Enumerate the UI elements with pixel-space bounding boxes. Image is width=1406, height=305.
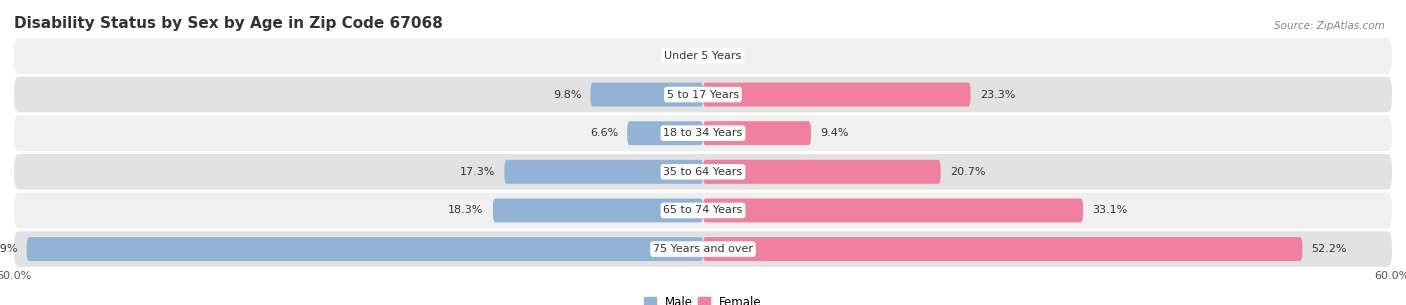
Text: Disability Status by Sex by Age in Zip Code 67068: Disability Status by Sex by Age in Zip C… bbox=[14, 16, 443, 31]
Text: 52.2%: 52.2% bbox=[1312, 244, 1347, 254]
Text: 58.9%: 58.9% bbox=[0, 244, 17, 254]
Text: 9.4%: 9.4% bbox=[820, 128, 849, 138]
Text: 18 to 34 Years: 18 to 34 Years bbox=[664, 128, 742, 138]
Text: 75 Years and over: 75 Years and over bbox=[652, 244, 754, 254]
FancyBboxPatch shape bbox=[14, 231, 1392, 267]
FancyBboxPatch shape bbox=[505, 160, 703, 184]
FancyBboxPatch shape bbox=[14, 193, 1392, 228]
FancyBboxPatch shape bbox=[703, 237, 1302, 261]
Text: 0.0%: 0.0% bbox=[713, 51, 741, 61]
Text: 33.1%: 33.1% bbox=[1092, 206, 1128, 215]
FancyBboxPatch shape bbox=[591, 83, 703, 106]
FancyBboxPatch shape bbox=[703, 83, 970, 106]
Text: Under 5 Years: Under 5 Years bbox=[665, 51, 741, 61]
FancyBboxPatch shape bbox=[14, 38, 1392, 74]
Text: 23.3%: 23.3% bbox=[980, 90, 1015, 99]
Text: Source: ZipAtlas.com: Source: ZipAtlas.com bbox=[1274, 21, 1385, 31]
Text: 17.3%: 17.3% bbox=[460, 167, 495, 177]
Text: 5 to 17 Years: 5 to 17 Years bbox=[666, 90, 740, 99]
FancyBboxPatch shape bbox=[703, 121, 811, 145]
FancyBboxPatch shape bbox=[14, 115, 1392, 151]
Text: 0.0%: 0.0% bbox=[665, 51, 693, 61]
Text: 9.8%: 9.8% bbox=[553, 90, 581, 99]
Text: 18.3%: 18.3% bbox=[449, 206, 484, 215]
FancyBboxPatch shape bbox=[703, 160, 941, 184]
Text: 6.6%: 6.6% bbox=[589, 128, 619, 138]
FancyBboxPatch shape bbox=[627, 121, 703, 145]
FancyBboxPatch shape bbox=[27, 237, 703, 261]
FancyBboxPatch shape bbox=[14, 77, 1392, 112]
Legend: Male, Female: Male, Female bbox=[640, 291, 766, 305]
Text: 20.7%: 20.7% bbox=[950, 167, 986, 177]
Text: 65 to 74 Years: 65 to 74 Years bbox=[664, 206, 742, 215]
FancyBboxPatch shape bbox=[703, 199, 1083, 222]
FancyBboxPatch shape bbox=[14, 154, 1392, 190]
Text: 35 to 64 Years: 35 to 64 Years bbox=[664, 167, 742, 177]
FancyBboxPatch shape bbox=[494, 199, 703, 222]
